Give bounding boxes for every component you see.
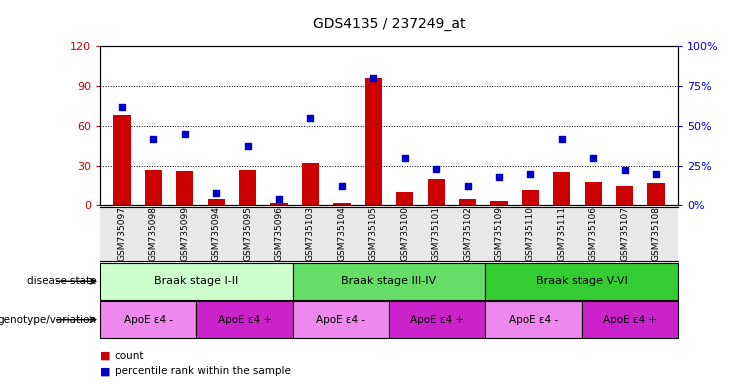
Text: ApoE ε4 -: ApoE ε4 - — [316, 314, 365, 325]
Text: ApoE ε4 -: ApoE ε4 - — [124, 314, 173, 325]
Bar — [196, 301, 293, 338]
Bar — [428, 179, 445, 205]
Bar — [522, 190, 539, 205]
Bar — [648, 183, 665, 205]
Point — [650, 170, 662, 177]
Bar — [582, 301, 678, 338]
Bar — [144, 170, 162, 205]
Text: disease state: disease state — [27, 276, 96, 286]
Text: ApoE ε4 +: ApoE ε4 + — [218, 314, 271, 325]
Bar — [100, 263, 293, 300]
Bar — [616, 185, 634, 205]
Bar — [585, 182, 602, 205]
Text: ApoE ε4 -: ApoE ε4 - — [509, 314, 558, 325]
Point — [588, 155, 599, 161]
Point — [305, 115, 316, 121]
Point — [493, 174, 505, 180]
Point — [619, 167, 631, 174]
Bar — [100, 301, 196, 338]
Text: Braak stage I-II: Braak stage I-II — [154, 276, 239, 286]
Point — [368, 75, 379, 81]
Bar — [176, 171, 193, 205]
Text: Braak stage V-VI: Braak stage V-VI — [536, 276, 628, 286]
Bar — [302, 163, 319, 205]
Bar — [389, 301, 485, 338]
Text: percentile rank within the sample: percentile rank within the sample — [115, 366, 290, 376]
Bar — [113, 115, 130, 205]
Point — [242, 143, 253, 149]
Bar — [293, 263, 485, 300]
Text: ApoE ε4 +: ApoE ε4 + — [603, 314, 657, 325]
Point — [431, 166, 442, 172]
Point — [179, 131, 190, 137]
Text: ApoE ε4 +: ApoE ε4 + — [411, 314, 464, 325]
Text: ■: ■ — [100, 366, 110, 376]
Point — [273, 196, 285, 202]
Point — [462, 183, 473, 189]
Bar — [365, 78, 382, 205]
Bar — [396, 192, 413, 205]
Point — [556, 136, 568, 142]
Text: Braak stage III-IV: Braak stage III-IV — [342, 276, 436, 286]
Bar — [491, 202, 508, 205]
Bar — [239, 170, 256, 205]
Bar — [485, 301, 582, 338]
Point — [399, 155, 411, 161]
Text: ■: ■ — [100, 351, 110, 361]
Text: count: count — [115, 351, 144, 361]
Bar — [485, 263, 678, 300]
Bar — [333, 203, 350, 205]
Text: genotype/variation: genotype/variation — [0, 314, 96, 325]
Point — [525, 170, 536, 177]
Point — [336, 183, 348, 189]
Point — [116, 104, 128, 110]
Bar — [553, 172, 571, 205]
Bar — [293, 301, 389, 338]
Text: GDS4135 / 237249_at: GDS4135 / 237249_at — [313, 17, 465, 31]
Bar — [270, 203, 288, 205]
Bar — [207, 199, 225, 205]
Point — [147, 136, 159, 142]
Bar — [459, 199, 476, 205]
Point — [210, 190, 222, 196]
